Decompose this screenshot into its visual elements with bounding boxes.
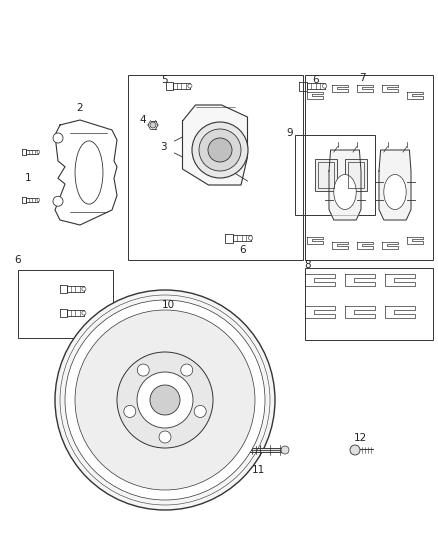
Circle shape — [53, 196, 63, 206]
Circle shape — [194, 406, 206, 417]
Ellipse shape — [384, 174, 406, 209]
Text: 6: 6 — [240, 245, 246, 255]
Circle shape — [199, 129, 241, 171]
Text: 8: 8 — [305, 260, 311, 270]
Text: 10: 10 — [162, 300, 175, 310]
Circle shape — [82, 287, 86, 291]
Circle shape — [150, 122, 156, 128]
Polygon shape — [379, 150, 411, 220]
Circle shape — [137, 372, 193, 428]
Circle shape — [248, 236, 253, 240]
Text: 5: 5 — [162, 75, 168, 85]
Circle shape — [150, 385, 180, 415]
Text: 7: 7 — [359, 73, 365, 83]
Circle shape — [192, 122, 248, 178]
Circle shape — [208, 138, 232, 162]
Circle shape — [159, 431, 171, 443]
Bar — [305, 268, 433, 340]
Bar — [315, 159, 337, 191]
Circle shape — [322, 84, 327, 88]
Circle shape — [65, 300, 265, 500]
Circle shape — [188, 84, 192, 88]
Bar — [348, 162, 364, 188]
Circle shape — [55, 290, 275, 510]
Ellipse shape — [334, 174, 356, 209]
Circle shape — [181, 364, 193, 376]
Circle shape — [350, 445, 360, 455]
Circle shape — [75, 310, 255, 490]
Text: 11: 11 — [251, 465, 265, 475]
Text: 1: 1 — [25, 173, 31, 183]
Polygon shape — [183, 105, 247, 185]
Bar — [295, 135, 375, 215]
Circle shape — [37, 199, 40, 201]
Bar — [318, 162, 334, 188]
Circle shape — [37, 150, 40, 154]
Circle shape — [82, 311, 86, 315]
Bar — [18, 270, 113, 338]
Text: 12: 12 — [353, 433, 367, 443]
Text: 6: 6 — [15, 255, 21, 265]
Circle shape — [53, 133, 63, 143]
Text: 6: 6 — [313, 75, 319, 85]
Text: 9: 9 — [287, 128, 293, 138]
Text: 2: 2 — [77, 103, 83, 113]
Circle shape — [124, 406, 136, 417]
Text: 4: 4 — [140, 115, 146, 125]
Circle shape — [117, 352, 213, 448]
Text: 3: 3 — [160, 142, 166, 152]
Polygon shape — [329, 150, 361, 220]
Circle shape — [281, 446, 289, 454]
Bar — [305, 75, 433, 260]
Bar — [128, 75, 303, 260]
Bar — [345, 159, 367, 191]
Circle shape — [137, 364, 149, 376]
